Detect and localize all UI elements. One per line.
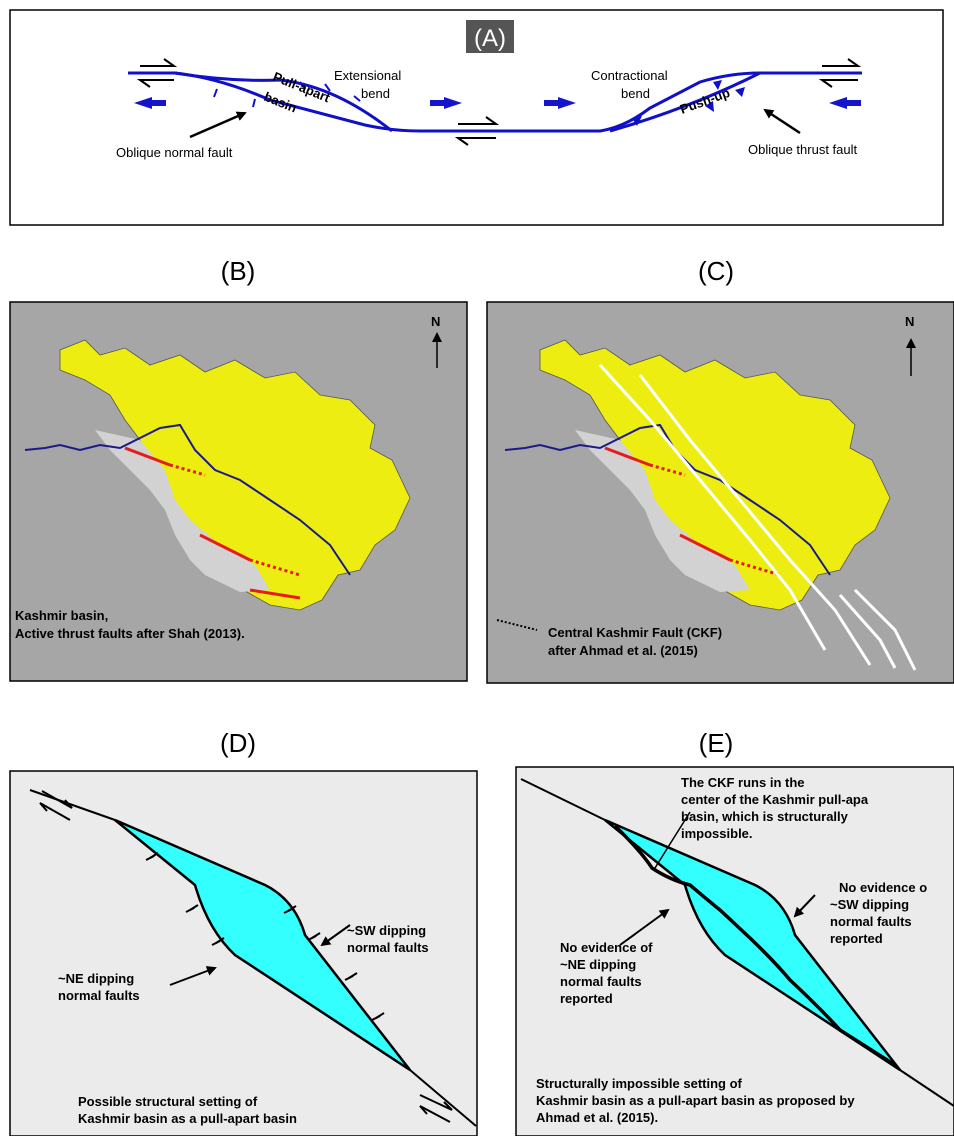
left-label-1: No evidence of xyxy=(560,940,653,955)
ckf-label-2: center of the Kashmir pull-apa xyxy=(681,792,869,807)
panel-c-caption-1: Central Kashmir Fault (CKF) xyxy=(548,625,722,640)
contractional-bend-label-2: bend xyxy=(621,86,650,101)
push-up-lower-fault xyxy=(609,71,761,133)
motion-arrows xyxy=(134,97,861,109)
active-thrust-faults xyxy=(124,446,301,600)
panel-d-caption-1: Possible structural setting of xyxy=(78,1094,258,1109)
strike-slip-fault xyxy=(128,71,862,133)
oblique-normal-fault-arrow xyxy=(189,111,247,139)
panel-e-title: (E) xyxy=(699,728,734,758)
panel-b-caption-2: Active thrust faults after Shah (2013). xyxy=(15,626,245,641)
panel-d-title: (D) xyxy=(220,728,256,758)
pull-apart-upper-fault xyxy=(174,71,393,133)
panel-c-title: (C) xyxy=(698,256,734,286)
pull-apart-basin-d xyxy=(114,818,411,1072)
left-pointer-e xyxy=(619,908,670,946)
ckf-label-3: basin, which is structurally xyxy=(681,809,849,824)
panel-b-north-label: N xyxy=(431,314,440,329)
left-label-2: ~NE dipping xyxy=(560,957,636,972)
shear-arrows-d xyxy=(39,790,453,1123)
panel-c-north-label: N xyxy=(905,314,914,329)
sw-label-2: normal faults xyxy=(347,940,429,955)
panel-e-caption-2: Kashmir basin as a pull-apart basin as p… xyxy=(536,1093,855,1108)
extensional-bend-label-1: Extensional xyxy=(334,68,401,83)
ne-label-1: ~NE dipping xyxy=(58,971,134,986)
extensional-bend-label-2: bend xyxy=(361,86,390,101)
fault-lower-e xyxy=(899,1069,954,1107)
right-label-2: ~SW dipping xyxy=(830,897,909,912)
ckf-pointer xyxy=(654,811,691,869)
active-thrust-faults-c xyxy=(604,446,781,577)
panel-b-caption-1: Kashmir basin, xyxy=(15,608,108,623)
ckf-label-4: impossible. xyxy=(681,826,753,841)
panel-d-caption-2: Kashmir basin as a pull-apart basin xyxy=(78,1111,297,1126)
panel-c-caption-2: after Ahmad et al. (2015) xyxy=(548,643,698,658)
right-label-1: No evidence o xyxy=(839,880,927,895)
thrust-triangles xyxy=(632,80,745,126)
panel-c-map: N Central Kashmir Fault (CKF) after Ahma… xyxy=(486,301,954,684)
left-label-4: reported xyxy=(560,991,613,1006)
basin-margin xyxy=(95,430,270,592)
sw-fault-pointer xyxy=(320,924,351,947)
ckf-legend-line xyxy=(496,619,538,631)
panel-a-tag: (A) xyxy=(474,25,506,52)
fault-lower-d xyxy=(409,1069,477,1127)
ne-fault-pointer xyxy=(169,966,217,986)
jhelum-river xyxy=(24,423,351,576)
pull-apart-basin-e xyxy=(604,818,901,1072)
sw-label-1: ~SW dipping xyxy=(347,923,426,938)
fault-upper-d xyxy=(29,789,116,821)
oblique-thrust-fault-arrow xyxy=(763,108,801,135)
normal-fault-ticks xyxy=(213,81,361,108)
fault-ticks-d xyxy=(145,852,385,1021)
fault-upper-e xyxy=(520,778,606,821)
ne-label-2: normal faults xyxy=(58,988,140,1003)
ckf-trace-e xyxy=(613,824,896,1067)
right-label-3: normal faults xyxy=(830,914,912,929)
oblique-thrust-fault-label: Oblique thrust fault xyxy=(748,142,858,157)
panel-a: (A) Extension xyxy=(9,9,944,226)
right-label-4: reported xyxy=(830,931,883,946)
panel-e-caption-1: Structurally impossible setting of xyxy=(536,1076,743,1091)
jhelum-river-c xyxy=(504,423,831,576)
ckf-traces xyxy=(598,363,917,671)
panel-b-title: (B) xyxy=(221,256,256,286)
left-label-3: normal faults xyxy=(560,974,642,989)
panel-e-caption-3: Ahmad et al. (2015). xyxy=(536,1110,658,1125)
contractional-bend-label-1: Contractional xyxy=(591,68,668,83)
panel-a-tag-bg xyxy=(466,20,514,53)
shear-arrows xyxy=(136,58,862,146)
ckf-label-1: The CKF runs in the xyxy=(681,775,805,790)
panel-d: ~SW dipping normal faults ~NE dipping no… xyxy=(9,770,478,1136)
oblique-normal-fault-label: Oblique normal fault xyxy=(116,145,233,160)
basin-margin-c xyxy=(575,430,750,592)
right-pointer-e xyxy=(793,894,816,918)
panel-b-map: N Kashmir basin, Active thrust faults af… xyxy=(9,301,468,682)
panel-e: The CKF runs in the center of the Kashmi… xyxy=(515,766,954,1136)
